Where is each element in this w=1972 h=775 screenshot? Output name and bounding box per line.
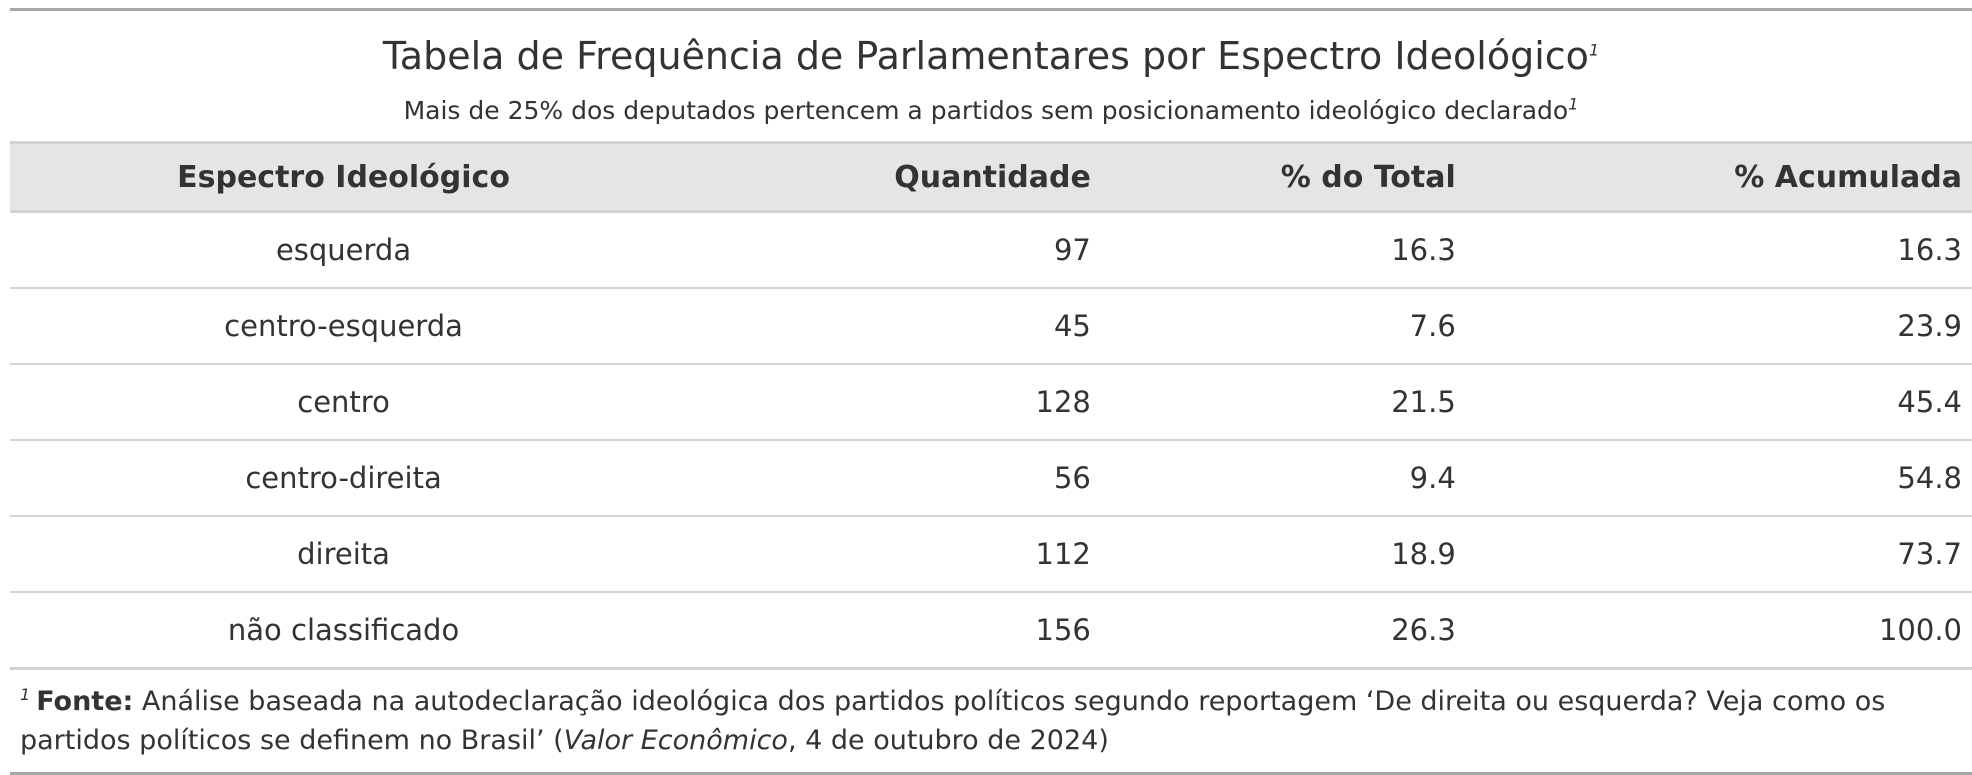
cell-espectro: direita	[10, 516, 678, 593]
data-table: Espectro Ideológico Quantidade % do Tota…	[10, 141, 1972, 670]
cell-espectro: não classificado	[10, 592, 678, 670]
table-row: direita 112 18.9 73.7	[10, 516, 1972, 593]
column-header-espectro: Espectro Ideológico	[10, 141, 678, 213]
cell-pct-acumulada: 100.0	[1465, 592, 1972, 670]
footnote-mark: 1	[20, 685, 31, 704]
table-footnote: 1 Fonte: Análise baseada na autodeclaraçã…	[10, 670, 1972, 775]
column-header-pct-acumulada: % Acumulada	[1465, 141, 1972, 213]
footnote-publication: Valor Econômico	[563, 725, 788, 756]
column-header-row: Espectro Ideológico Quantidade % do Tota…	[10, 141, 1972, 213]
cell-espectro: centro-direita	[10, 440, 678, 517]
cell-pct-total: 9.4	[1100, 440, 1466, 517]
cell-quantidade: 112	[677, 516, 1101, 593]
cell-pct-total: 16.3	[1100, 211, 1466, 289]
subtitle-footnote-mark: 1	[1568, 94, 1579, 114]
table-row: centro 128 21.5 45.4	[10, 364, 1972, 441]
footnote-text-end: , 4 de outubro de 2024)	[787, 725, 1109, 756]
cell-espectro: centro-esquerda	[10, 288, 678, 365]
footnote-label: Fonte:	[36, 686, 134, 717]
footnote-text: Análise baseada na autodeclaração ideoló…	[20, 686, 1886, 756]
table-header-block: Tabela de Frequência de Parlamentares po…	[10, 11, 1972, 129]
cell-quantidade: 56	[677, 440, 1101, 517]
cell-pct-total: 18.9	[1100, 516, 1466, 593]
cell-pct-acumulada: 23.9	[1465, 288, 1972, 365]
table-title: Tabela de Frequência de Parlamentares po…	[382, 34, 1600, 78]
frequency-table: Tabela de Frequência de Parlamentares po…	[10, 8, 1972, 775]
cell-pct-acumulada: 73.7	[1465, 516, 1972, 593]
cell-quantidade: 156	[677, 592, 1101, 670]
cell-pct-acumulada: 54.8	[1465, 440, 1972, 517]
column-header-quantidade: Quantidade	[677, 141, 1101, 213]
cell-pct-total: 26.3	[1100, 592, 1466, 670]
cell-pct-total: 21.5	[1100, 364, 1466, 441]
table-row: esquerda 97 16.3 16.3	[10, 211, 1972, 289]
cell-pct-acumulada: 16.3	[1465, 211, 1972, 289]
table-subtitle: Mais de 25% dos deputados pertencem a pa…	[403, 94, 1579, 125]
title-footnote-mark: 1	[1588, 40, 1600, 60]
cell-quantidade: 45	[677, 288, 1101, 365]
cell-espectro: esquerda	[10, 211, 678, 289]
cell-espectro: centro	[10, 364, 678, 441]
cell-pct-acumulada: 45.4	[1465, 364, 1972, 441]
cell-pct-total: 7.6	[1100, 288, 1466, 365]
table-row: centro-direita 56 9.4 54.8	[10, 440, 1972, 517]
column-header-pct-total: % do Total	[1100, 141, 1466, 213]
cell-quantidade: 97	[677, 211, 1101, 289]
cell-quantidade: 128	[677, 364, 1101, 441]
table-row: não classificado 156 26.3 100.0	[10, 592, 1972, 670]
table-row: centro-esquerda 45 7.6 23.9	[10, 288, 1972, 365]
